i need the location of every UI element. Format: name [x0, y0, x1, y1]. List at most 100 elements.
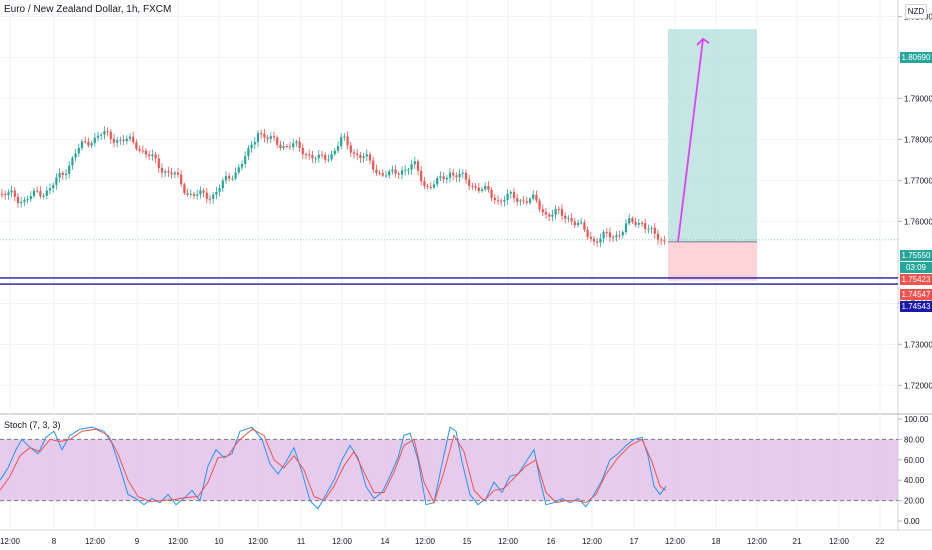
candle-body — [618, 235, 621, 237]
candle-body — [650, 227, 653, 229]
candle-body — [272, 136, 276, 138]
candle-body — [349, 145, 352, 153]
candle-body — [122, 139, 125, 142]
stoch-tick-label: 40.00 — [904, 476, 925, 485]
candle-body — [266, 137, 269, 139]
candle-body — [208, 198, 212, 200]
candle-body — [544, 212, 548, 215]
candle-body — [608, 232, 612, 238]
candle-body — [154, 154, 157, 159]
candle-body — [336, 146, 340, 151]
candle-body — [480, 189, 484, 191]
candle-body — [506, 193, 509, 201]
candle-body — [151, 154, 154, 157]
candle-body — [583, 222, 586, 230]
candle-body — [157, 158, 160, 168]
candle-body — [55, 177, 58, 185]
candle-body — [359, 154, 362, 159]
currency-button[interactable]: NZD — [905, 4, 927, 19]
candle-body — [176, 172, 180, 175]
candle-body — [196, 194, 199, 196]
candle-body — [458, 173, 461, 178]
candle-body — [391, 169, 394, 172]
candle-body — [288, 146, 292, 148]
candle-body — [314, 158, 317, 160]
candle-body — [631, 218, 634, 223]
candle-body — [388, 171, 391, 176]
candle-body — [612, 237, 615, 239]
candle-body — [589, 236, 592, 239]
candle-body — [560, 209, 564, 216]
candle-body — [372, 160, 375, 170]
candle-body — [224, 176, 228, 181]
stoch-band — [0, 439, 898, 501]
candle-body — [80, 141, 84, 148]
y-tick-label: 1.78000 — [904, 135, 932, 144]
candle-body — [452, 172, 455, 176]
candle-body — [516, 198, 519, 202]
y-tick-label: 1.76000 — [904, 217, 932, 226]
candle-body — [48, 188, 52, 191]
candle-body — [234, 172, 237, 179]
candle-body — [557, 208, 560, 210]
candle-body — [295, 141, 298, 144]
candle-body — [74, 153, 77, 158]
candle-body — [141, 150, 144, 152]
x-tick-label: 12:00 — [665, 537, 686, 546]
candle-body — [164, 171, 167, 173]
candle-body — [100, 134, 103, 136]
candle-body — [461, 172, 464, 174]
candle-body — [116, 140, 119, 143]
candle-body — [365, 154, 368, 157]
candle-body — [317, 154, 320, 159]
candle-body — [340, 136, 343, 147]
line2-price-tag: 1.74543 — [900, 301, 932, 312]
candle-body — [541, 209, 544, 213]
y-tick-label: 1.72000 — [904, 381, 932, 390]
candle-body — [64, 173, 68, 175]
candle-body — [36, 190, 39, 192]
candle-body — [477, 187, 480, 191]
candle-body — [509, 192, 512, 194]
candle-body — [637, 222, 640, 225]
y-tick-label: 1.77000 — [904, 176, 932, 185]
candle-body — [538, 200, 541, 210]
candle-body — [528, 198, 532, 203]
candle-body — [170, 172, 173, 175]
candle-body — [567, 218, 570, 220]
y-tick-label: 1.79000 — [904, 94, 932, 103]
candle-body — [580, 222, 583, 224]
candle-body — [410, 164, 413, 170]
candle-body — [279, 144, 282, 149]
candle-body — [119, 139, 122, 141]
candle-body — [621, 232, 624, 236]
loss-zone — [668, 241, 757, 281]
candle-body — [352, 152, 356, 154]
candle-body — [189, 193, 192, 195]
candle-body — [455, 175, 458, 178]
candles-group — [0, 126, 666, 248]
candle-body — [45, 190, 48, 196]
candle-body — [346, 136, 349, 146]
candle-body — [39, 191, 42, 197]
candle-body — [426, 185, 429, 187]
stoch-d-line — [0, 428, 667, 504]
candle-body — [493, 197, 496, 201]
candle-body — [205, 192, 208, 199]
candle-body — [192, 193, 196, 196]
candle-body — [564, 215, 567, 219]
candle-body — [138, 149, 141, 151]
candle-body — [397, 173, 400, 175]
candle-body — [343, 136, 346, 138]
candle-body — [29, 196, 32, 200]
candle-body — [7, 192, 10, 196]
candle-body — [23, 199, 26, 202]
candle-body — [378, 172, 381, 174]
stoch-tick-label: 80.00 — [904, 435, 925, 444]
candle-body — [381, 173, 384, 176]
x-tick-label: 16 — [547, 537, 556, 546]
candle-body — [144, 150, 148, 155]
candle-body — [596, 241, 599, 243]
